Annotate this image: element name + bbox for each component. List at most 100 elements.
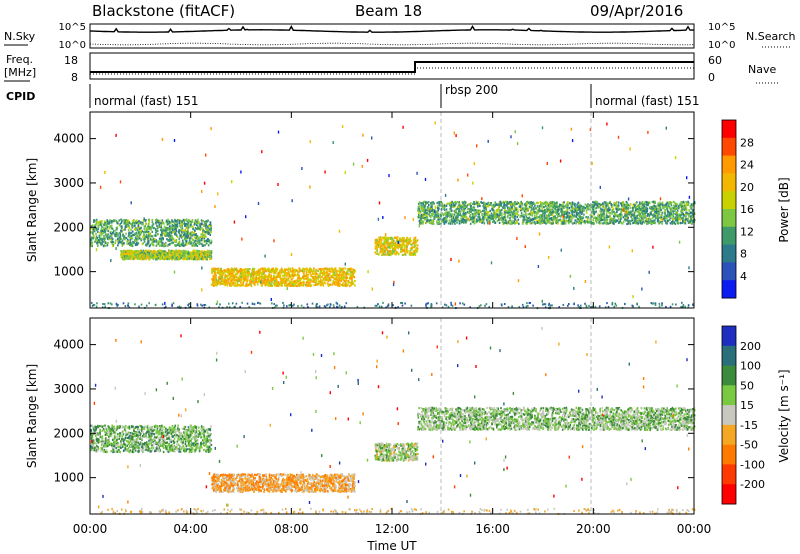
echo-cell	[419, 216, 421, 219]
echo-cell	[103, 240, 106, 243]
echo-cell	[348, 269, 350, 272]
echo-cell	[690, 203, 693, 206]
echo-cell	[664, 204, 666, 207]
echo-cell	[234, 274, 236, 277]
echo-cell	[241, 272, 244, 275]
noise-right-tick-top: 10^5	[708, 22, 735, 33]
echo-cell	[396, 236, 399, 239]
echo-cell	[210, 251, 213, 254]
echo-cell	[136, 243, 138, 246]
echo-cell	[134, 236, 137, 239]
echo-cell	[336, 283, 338, 286]
echo-cell	[207, 232, 210, 235]
echo-cell	[285, 281, 288, 284]
echo-cell	[548, 202, 550, 205]
echo-cell	[129, 243, 131, 246]
echo-cell	[455, 202, 457, 205]
echo-cell	[664, 214, 667, 217]
echo-cell	[344, 276, 346, 279]
echo-cell	[493, 216, 496, 219]
echo-cell	[286, 284, 288, 287]
echo-cell	[232, 273, 234, 277]
echo-cell	[131, 237, 134, 240]
echo-cell	[548, 214, 550, 217]
echo-cell	[196, 244, 199, 247]
echo-cell	[376, 250, 378, 253]
echo-cell	[600, 210, 603, 213]
echo-cell	[286, 272, 289, 275]
echo-cell	[375, 243, 378, 246]
echo-cell	[220, 277, 222, 280]
freq-label-1: Freq.	[6, 53, 33, 66]
echo-cell	[509, 214, 512, 217]
echo-cell	[152, 223, 155, 226]
echo-cell	[389, 246, 391, 249]
echo-cell	[200, 219, 203, 222]
echo-cell	[177, 254, 179, 257]
echo-cell	[310, 268, 313, 271]
echo-cell	[347, 280, 350, 283]
echo-cell	[201, 255, 203, 258]
echo-cell	[241, 276, 243, 279]
echo-cell	[279, 276, 282, 279]
echo-cell	[172, 231, 175, 234]
echo-cell	[253, 269, 255, 272]
echo-cell	[156, 224, 158, 227]
echo-cell	[205, 228, 208, 231]
echo-cell	[185, 240, 187, 243]
echo-cell	[321, 281, 324, 284]
echo-cell	[107, 242, 109, 245]
echo-cell	[464, 219, 467, 222]
echo-cell	[675, 213, 677, 216]
echo-cell	[127, 222, 129, 225]
echo-cell	[550, 202, 553, 206]
echo-cell	[418, 205, 420, 208]
echo-cell	[294, 270, 297, 273]
echo-cell	[122, 257, 125, 260]
echo-cell	[583, 213, 585, 216]
echo-cell	[231, 274, 233, 277]
echo-cell	[240, 277, 243, 280]
echo-cell	[174, 231, 177, 234]
echo-cell	[415, 240, 418, 243]
echo-cell	[353, 276, 356, 279]
echo-cell	[400, 247, 403, 250]
echo-cell	[385, 239, 388, 242]
echo-cell	[174, 251, 176, 255]
echo-cell	[109, 219, 111, 222]
echo-cell	[347, 270, 349, 273]
echo-cell	[166, 234, 169, 237]
echo-cell	[105, 223, 107, 226]
echo-cell	[247, 273, 250, 276]
echo-cell	[148, 220, 151, 223]
echo-cell	[567, 219, 570, 222]
echo-cell	[114, 229, 117, 232]
echo-cell	[183, 256, 186, 259]
echo-cell	[145, 235, 147, 239]
echo-cell	[673, 217, 676, 220]
echo-cell	[404, 251, 406, 254]
echo-cell	[197, 221, 200, 224]
echo-cell	[232, 276, 235, 279]
echo-cell	[163, 244, 165, 248]
echo-cell	[690, 217, 692, 220]
echo-cell	[133, 221, 135, 224]
echo-cell	[346, 276, 348, 279]
echo-cell	[230, 270, 233, 273]
echo-cell	[160, 257, 163, 260]
echo-cell	[116, 238, 119, 241]
echo-cell	[394, 236, 396, 239]
echo-cell	[276, 273, 279, 276]
echo-cell	[125, 220, 128, 223]
echo-cell	[246, 284, 248, 287]
echo-cell	[462, 209, 465, 212]
echo-cell	[321, 271, 323, 274]
echo-cell	[101, 225, 103, 228]
echo-cell	[549, 209, 551, 212]
echo-cell	[96, 239, 98, 242]
echo-cell	[170, 221, 173, 224]
echo-cell	[250, 275, 252, 278]
echo-cell	[612, 208, 614, 211]
echo-cell	[188, 224, 190, 227]
echo-cell	[397, 247, 399, 250]
